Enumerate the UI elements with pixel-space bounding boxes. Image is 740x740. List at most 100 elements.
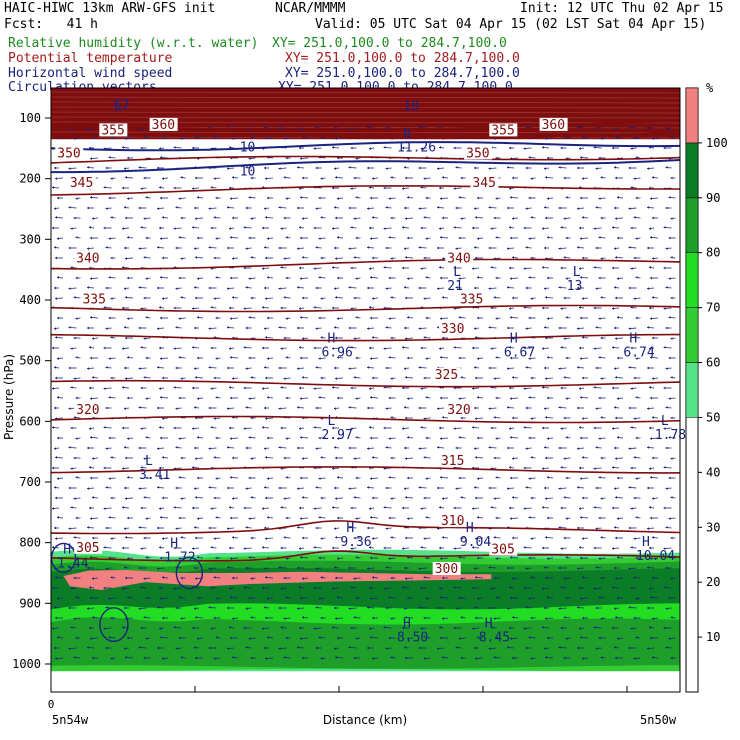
circulation-vectors-layer bbox=[51, 126, 676, 660]
circulation-vector bbox=[353, 176, 361, 180]
circulation-vector bbox=[385, 126, 392, 130]
below-ground-area bbox=[51, 671, 680, 692]
circulation-vector bbox=[56, 276, 64, 279]
vector-head bbox=[355, 196, 358, 199]
vector-head bbox=[598, 197, 601, 201]
circulation-vector bbox=[126, 197, 134, 201]
circulation-vector bbox=[528, 237, 536, 241]
circulation-vector bbox=[336, 236, 344, 239]
vector-head bbox=[615, 256, 617, 259]
vector-head bbox=[563, 256, 566, 259]
circulation-vector bbox=[511, 217, 519, 221]
circulation-vector bbox=[140, 226, 147, 229]
circulation-vector bbox=[528, 156, 536, 159]
circulation-vector bbox=[320, 256, 326, 260]
vector-head bbox=[649, 266, 651, 269]
vector-head bbox=[369, 226, 371, 230]
vector-head bbox=[420, 226, 423, 230]
circulation-vector bbox=[122, 186, 129, 190]
vector-head bbox=[160, 196, 162, 200]
circulation-vector bbox=[173, 146, 182, 149]
vector-head bbox=[57, 237, 59, 241]
circulation-vector bbox=[628, 207, 637, 211]
circulation-vector bbox=[350, 266, 357, 270]
circulation-vector bbox=[525, 207, 532, 211]
circulation-vector bbox=[370, 196, 378, 200]
vector-head bbox=[367, 246, 369, 249]
vector-head bbox=[383, 227, 386, 231]
circulation-vector bbox=[110, 256, 116, 260]
vector-head bbox=[628, 166, 631, 170]
circulation-vector bbox=[68, 287, 77, 290]
circulation-vector bbox=[313, 267, 322, 270]
valid-time: Valid: 05 UTC Sat 04 Apr 15 (02 LST Sat … bbox=[315, 17, 707, 32]
vector-head bbox=[145, 236, 148, 240]
circulation-vector bbox=[530, 256, 536, 260]
vector-head bbox=[595, 206, 598, 209]
circulation-vector bbox=[369, 276, 379, 279]
upper-band-contour bbox=[50, 91, 681, 94]
vector-head bbox=[509, 146, 511, 150]
circulation-vector bbox=[299, 266, 304, 270]
vector-head bbox=[614, 247, 616, 251]
circulation-vector bbox=[334, 246, 339, 250]
circulation-vector bbox=[565, 196, 571, 199]
vector-head bbox=[390, 257, 393, 260]
circulation-vector bbox=[437, 246, 444, 250]
circulation-vector bbox=[138, 247, 147, 251]
circulation-vector bbox=[334, 176, 344, 179]
vector-head bbox=[157, 166, 159, 170]
circulation-vector bbox=[472, 226, 479, 230]
circulation-vector bbox=[103, 186, 112, 189]
vector-head bbox=[110, 177, 113, 181]
circulation-vector bbox=[89, 196, 99, 199]
vector-head bbox=[652, 216, 654, 220]
vector-head bbox=[582, 177, 584, 181]
vector-head bbox=[547, 156, 549, 160]
circulation-vector bbox=[334, 257, 344, 260]
circulation-vector bbox=[628, 126, 637, 129]
rh-over-100-region bbox=[63, 570, 492, 590]
vector-head bbox=[264, 166, 266, 170]
circulation-vector bbox=[495, 236, 501, 239]
vector-head bbox=[122, 266, 124, 269]
humidity-fill-layer bbox=[51, 549, 680, 692]
circulation-vector bbox=[245, 206, 252, 210]
vector-head bbox=[425, 237, 428, 241]
vector-head bbox=[523, 147, 526, 151]
vector-head bbox=[350, 146, 353, 150]
vector-head bbox=[523, 226, 526, 230]
circulation-vector bbox=[126, 236, 134, 239]
vector-head bbox=[525, 207, 528, 211]
vector-head bbox=[420, 267, 423, 270]
vector-head bbox=[353, 217, 356, 221]
vector-head bbox=[385, 246, 388, 250]
vector-head bbox=[299, 266, 301, 270]
circulation-vector bbox=[262, 226, 269, 230]
circulation-vector bbox=[509, 196, 519, 199]
circulation-vector bbox=[595, 206, 602, 209]
vector-head bbox=[73, 216, 76, 220]
circulation-vector bbox=[635, 237, 641, 241]
vector-head bbox=[350, 187, 353, 191]
vector-head bbox=[320, 256, 323, 260]
circulation-vector bbox=[652, 216, 658, 220]
circulation-vector bbox=[512, 176, 518, 180]
vector-head bbox=[545, 176, 547, 179]
vector-head bbox=[510, 236, 512, 240]
circulation-vector bbox=[635, 276, 641, 279]
vector-head bbox=[652, 257, 654, 260]
vector-head bbox=[265, 256, 267, 260]
circulation-vector bbox=[438, 146, 445, 149]
vector-head bbox=[367, 126, 369, 129]
vector-head bbox=[265, 216, 267, 219]
circulation-vector bbox=[665, 127, 672, 130]
vector-head bbox=[335, 216, 337, 220]
vector-head bbox=[488, 167, 491, 171]
circulation-vector bbox=[108, 237, 116, 241]
circulation-vector bbox=[140, 187, 147, 191]
vector-head bbox=[245, 247, 248, 251]
vector-head bbox=[250, 176, 253, 180]
circulation-vector bbox=[333, 206, 340, 209]
